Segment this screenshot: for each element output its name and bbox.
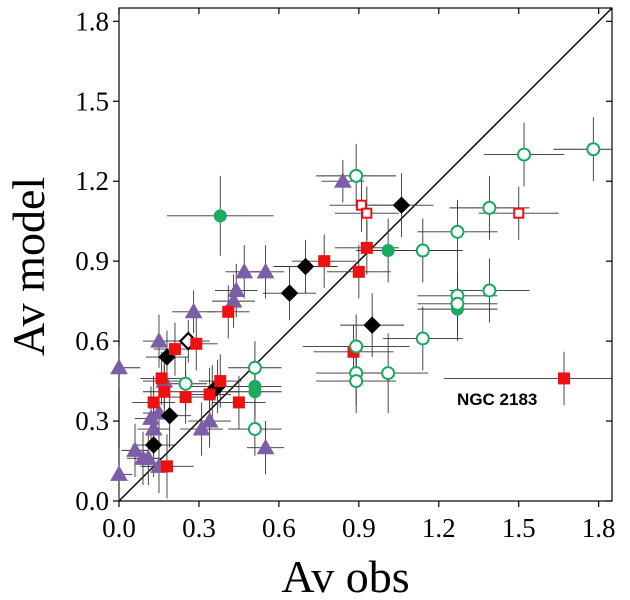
red-square-open-point [361,207,373,219]
red-square-point [190,337,203,350]
green-circle-open-point [415,331,430,346]
purple-triangle-point [150,332,168,348]
purple-triangle-point [139,449,158,465]
green-circle-point [213,209,227,223]
green-circle-open-point [450,296,465,311]
red-square-point [214,375,227,388]
green-circle-open-point [178,376,193,391]
purple-triangle-point [256,438,275,455]
red-square-point [147,396,160,409]
x-tick-label: 0.0 [102,513,136,543]
green-circle-open-point [247,360,262,375]
x-axis-title: Av obs [281,551,409,600]
red-square-point [160,460,173,473]
x-tick-label: 0.9 [342,513,376,543]
annotation-ngc-2183: NGC 2183 [457,390,537,409]
x-tick-label: 1.5 [502,513,536,543]
purple-triangle-point [235,262,254,279]
green-circle-point [248,385,262,399]
green-circle-open-point [415,243,430,258]
green-circle-open-point [482,200,497,215]
y-tick-label: 1.5 [75,86,109,116]
green-circle-open-point [586,142,601,157]
x-tick-label: 1.2 [422,513,456,543]
y-tick-label: 1.8 [75,6,109,36]
green-circle-open-point [450,224,465,239]
y-tick-label: 0.0 [75,486,109,516]
purple-triangle-point [126,441,144,457]
red-square-point [222,305,235,318]
plot-frame [118,7,613,502]
y-axis-title: Av model [3,177,54,356]
purple-triangle-point [192,420,211,436]
black-diamond-point [296,257,315,276]
green-circle-open-point [349,168,364,183]
green-circle-open-point [247,422,262,437]
x-tick-label: 0.3 [182,513,216,543]
purple-triangle-point [110,358,128,375]
red-square-point [158,385,171,398]
green-circle-point [381,244,395,258]
x-tick-label: 1.8 [582,513,616,543]
red-square-point [232,396,245,409]
green-circle-open-point [349,374,364,389]
purple-triangle-point [110,465,128,481]
red-square-point [168,343,181,356]
y-tick-label: 0.9 [75,246,109,276]
purple-triangle-point [200,412,219,428]
red-square-point [318,255,331,268]
red-square-point [352,265,365,278]
green-circle-open-point [482,283,497,298]
red-square-point [179,391,192,404]
purple-triangle-point [333,172,352,188]
red-square-point [155,372,168,385]
red-square-open-point [513,207,525,219]
black-diamond-point [363,316,381,334]
green-circle-open-point [349,339,364,354]
black-diamond-point [392,196,411,214]
purple-triangle-point [184,302,203,319]
black-diamond-point [160,407,179,425]
purple-triangle-point [227,281,246,297]
y-tick-label: 0.3 [75,406,109,436]
green-circle-open-point [517,147,532,162]
red-square-point [558,372,571,385]
x-tick-label: 0.6 [262,513,296,543]
one-to-one-line [118,7,613,502]
y-tick-label: 0.6 [75,326,109,356]
red-square-point [360,241,373,254]
black-diamond-point [280,284,299,302]
purple-triangle-point [256,262,275,279]
purple-triangle-point [144,420,163,436]
black-diamond-point [144,436,163,454]
red-square-point [203,388,216,401]
y-tick-label: 1.2 [75,166,109,196]
green-circle-open-point [381,366,396,381]
